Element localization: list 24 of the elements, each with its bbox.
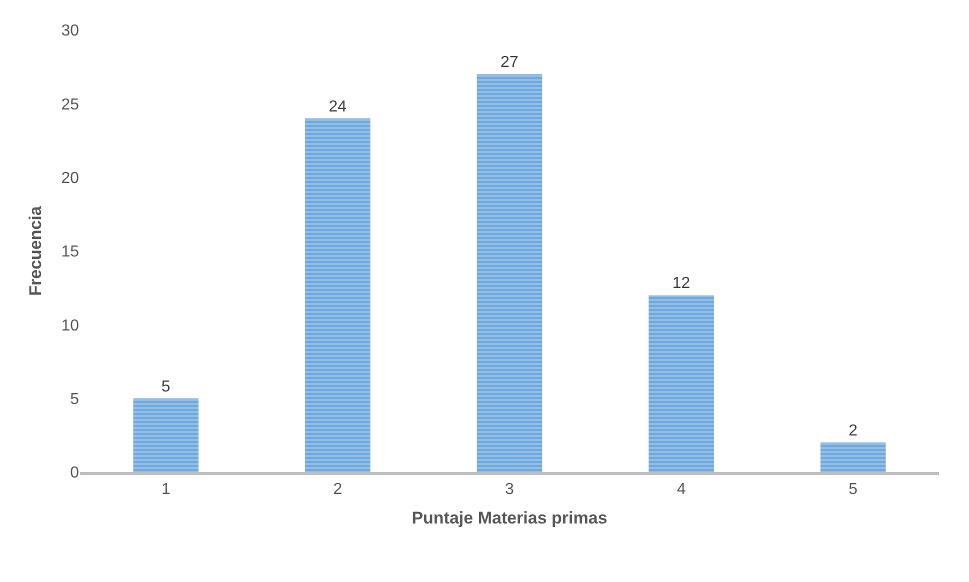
x-tick-label: 2: [333, 481, 342, 498]
y-tick-label: 30: [61, 22, 80, 40]
bar: [305, 118, 370, 472]
y-tick-label: 15: [61, 244, 80, 261]
y-tick-label: 5: [70, 390, 80, 408]
y-tick-label: 25: [61, 96, 80, 114]
data-label: 12: [672, 275, 690, 292]
x-tick-label: 3: [505, 481, 514, 498]
data-label: 24: [328, 98, 347, 116]
y-tick-label: 10: [61, 317, 80, 334]
bar: [820, 442, 886, 472]
y-tick-label: 20: [61, 170, 80, 187]
x-tick-label: 1: [161, 481, 170, 498]
data-label: 27: [500, 54, 518, 72]
bar: [133, 398, 199, 472]
bar: [476, 74, 542, 472]
x-tick-label: 4: [676, 481, 686, 498]
x-tick-label: 5: [848, 481, 858, 498]
y-tick-label: 0: [70, 464, 80, 482]
x-axis-title: Puntaje Materias primas: [412, 508, 608, 528]
data-label: 5: [161, 378, 170, 396]
data-label: 2: [848, 422, 858, 440]
bar: [648, 295, 714, 472]
y-axis-title: Frecuencia: [26, 206, 45, 296]
